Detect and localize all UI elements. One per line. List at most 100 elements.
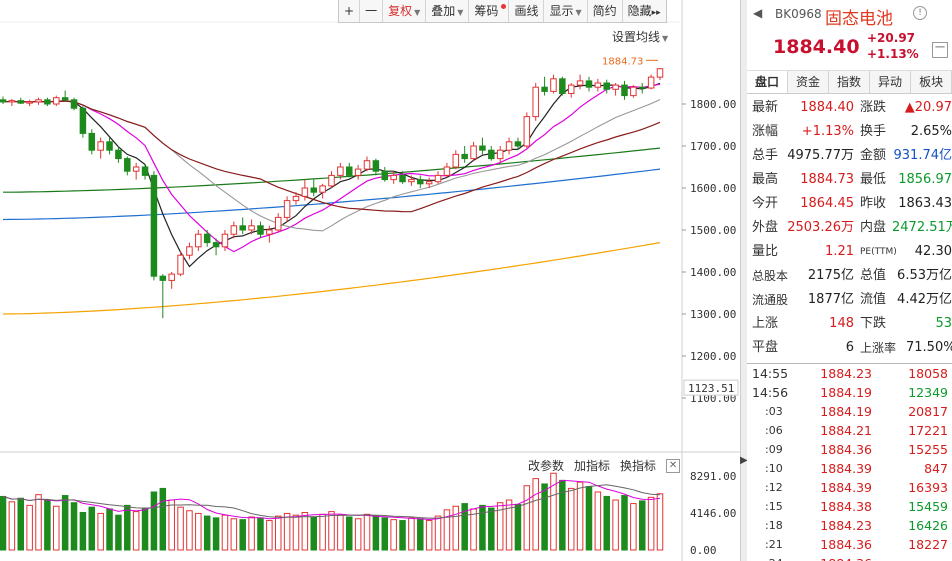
zoom-in-button[interactable]: + [339, 0, 361, 22]
switch-indicator-button[interactable]: 换指标 [620, 459, 657, 473]
tick-list[interactable]: 14:55 1884.23 18058 14:56 1884.19 12349:03 188… [747, 363, 952, 561]
notification-dot-icon [501, 4, 507, 9]
last-price-marker: 1884.73 [602, 56, 643, 67]
collapse-arrow-icon[interactable]: ▶ [740, 455, 748, 466]
volume-bar-down [79, 512, 87, 551]
tick-time: :18 [765, 519, 783, 532]
tick-time: :24 [747, 554, 794, 561]
tick-row: :09 1884.36 15255 [747, 440, 952, 459]
volume-bar-up [274, 515, 282, 551]
candle-body-up [594, 82, 602, 88]
quote-row: 上涨 148 下跌 53 [752, 312, 952, 336]
set-ma-label: 设置均线 [612, 30, 661, 44]
candle-body-up [221, 233, 229, 248]
set-ma-dropdown[interactable]: 设置均线 ▼ [612, 28, 668, 45]
tick-price: 1884.39 [820, 461, 872, 476]
triangle-left-icon[interactable]: ◀ [753, 6, 763, 20]
chips-button[interactable]: 筹码 [469, 0, 510, 22]
tab-4[interactable]: 板块 [911, 71, 952, 93]
candle-body-up [647, 76, 655, 89]
candle-body-down [541, 86, 548, 92]
zoom-out-button[interactable]: 一 [360, 0, 384, 22]
tick-volume: 847 [924, 461, 948, 476]
tick-row: :15 1884.38 15459 [747, 497, 952, 516]
info-icon[interactable]: ! [913, 6, 927, 20]
candle-body-down [559, 78, 566, 95]
volume-bar-up [390, 519, 397, 551]
quote-label: 外盘 [752, 220, 779, 235]
quote-row: 今开 1864.45 昨收 1863.43 [752, 192, 952, 216]
overlay-dropdown[interactable]: 叠加 ▼ [426, 0, 470, 22]
fuquan-dropdown[interactable]: 复权 ▼ [383, 0, 427, 22]
candle-body-up [26, 101, 33, 104]
volume-bar-up [532, 478, 539, 551]
last-price: 1884.40 [773, 36, 860, 58]
quote-label: 总手 [752, 148, 779, 163]
volume-bar-down [541, 483, 548, 551]
tick-row: 14:55 1884.23 18058 [747, 364, 952, 383]
kline-chart-area[interactable]: 1800.00 1700.00 1600.00 1500.00 1400.00 1300.… [0, 0, 740, 561]
volume-bar-down [417, 518, 424, 551]
tick-price: 1884.38 [820, 499, 872, 514]
candle-body-up [8, 100, 16, 103]
tick-volume: 17221 [908, 423, 948, 438]
candle-body-down [212, 242, 220, 248]
tick-volume: 15459 [908, 499, 948, 514]
volume-bar-down [346, 516, 353, 551]
tab-0[interactable]: 盘口 [747, 71, 789, 93]
tick-price: 1884.23 [820, 366, 872, 381]
quote-label: 最新 [752, 100, 779, 115]
candle-body-up [248, 225, 255, 231]
volume-bar-down [559, 479, 566, 551]
candle-body-down [461, 153, 468, 160]
overlay-label: 叠加 [431, 4, 456, 18]
candle-body-up [443, 166, 451, 176]
volume-bar-up [505, 499, 513, 551]
candle-body-down [399, 174, 406, 183]
chevron-down-icon: ▼ [414, 8, 421, 17]
tab-2[interactable]: 指数 [829, 71, 871, 93]
add-indicator-button[interactable]: 加指标 [574, 459, 611, 473]
edit-params-button[interactable]: 改参数 [528, 459, 565, 473]
chevron-down-icon: ▼ [457, 8, 464, 17]
minimize-button[interactable]: 一 [932, 42, 948, 58]
candle-body-up [434, 174, 442, 183]
volume-bar-up [470, 508, 477, 551]
quote-label: 金额 [860, 148, 887, 163]
quote-value: 71.50% [906, 340, 952, 355]
candle-body-down [603, 82, 610, 90]
quote-value: 6.53万亿 [897, 268, 952, 283]
tab-3[interactable]: 异动 [870, 71, 912, 93]
close-icon[interactable]: ✕ [666, 458, 681, 473]
y-tick-label: 1600.00 [690, 182, 736, 195]
volume-bar-down [44, 499, 51, 551]
volume-bar-up [195, 512, 202, 551]
kline-chart[interactable]: 1800.00 1700.00 1600.00 1500.00 1400.00 1300.… [0, 0, 740, 561]
draw-line-button[interactable]: 画线 [509, 0, 545, 22]
y-tick-label: 1300.00 [690, 308, 736, 321]
tab-1[interactable]: 资金 [788, 71, 830, 93]
volume-bar-up [550, 472, 557, 551]
display-label: 显示 [549, 4, 574, 18]
quote-label: 内盘 [860, 220, 887, 235]
candle-body-up [283, 200, 291, 218]
candle-body-down [239, 225, 246, 231]
change-percent: +1.13% [867, 47, 919, 61]
tick-volume: 18227 [908, 537, 948, 552]
quote-panel: ◀ BK0968 固态电池 ! 1884.40 +20.97 +1.13% 一 … [747, 0, 952, 561]
candle-body-up [470, 145, 477, 160]
volume-bar-down [257, 517, 264, 551]
quote-label: 上涨率 [860, 341, 897, 355]
display-dropdown[interactable]: 显示 ▼ [544, 0, 588, 22]
y-tick-label: 1800.00 [690, 98, 736, 111]
low-price-box [683, 379, 739, 396]
quote-row: 最新 1884.40 涨跌 ▲20.97 [752, 96, 952, 120]
volume-bar-up [186, 510, 193, 551]
tick-row: :03 1884.19 20817 [747, 402, 952, 421]
candle-body-up [630, 86, 637, 97]
candle-body-up [337, 166, 344, 176]
hide-button[interactable]: 隐藏▸▸ [623, 0, 666, 22]
ma-line-ma30 [2, 100, 661, 213]
quote-row: 流通股 1877亿 流值 4.42万亿 [752, 288, 952, 312]
simple-mode-button[interactable]: 简约 [588, 0, 623, 22]
